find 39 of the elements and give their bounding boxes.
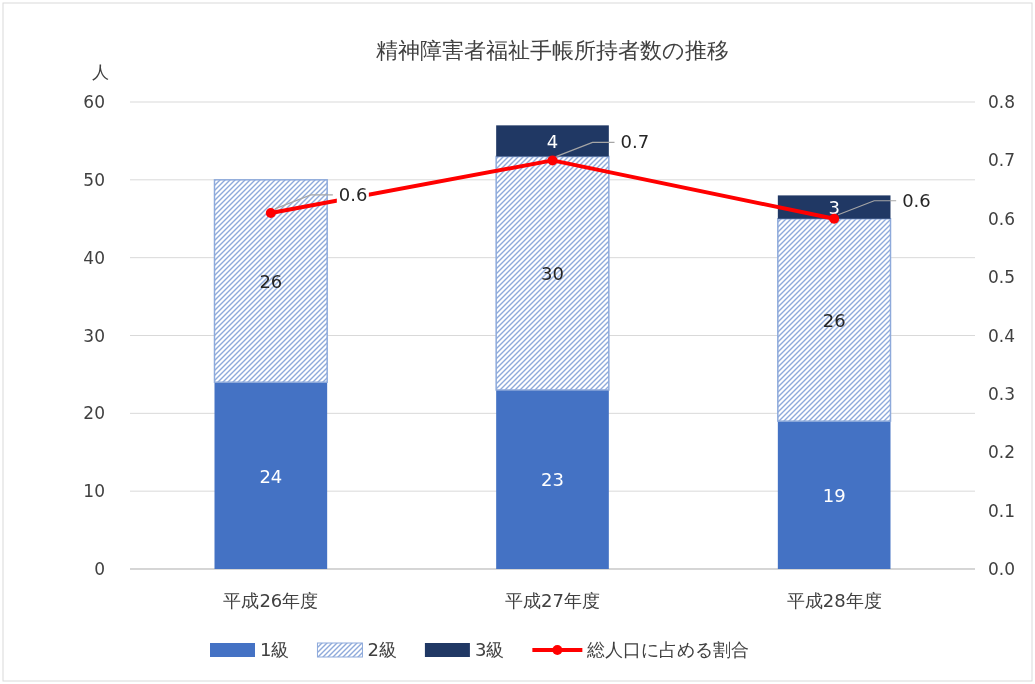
y-tick-label: 60 [83,92,105,112]
legend-label: 総人口に占める割合 [586,639,750,660]
y-tick-label: 40 [83,247,105,268]
y2-tick-label: 0.3 [988,383,1016,404]
y-tick-label: 20 [83,403,105,424]
y-tick-label: 50 [83,169,105,190]
chart-title: 精神障害者福祉手帳所持者数の推移 [376,38,729,63]
x-tick-label: 平成27年度 [505,590,600,611]
legend-label: 2級 [367,639,397,660]
y2-tick-label: 0.8 [988,92,1016,112]
point [829,213,840,224]
data-label: 19 [822,485,846,507]
data-label: 23 [541,469,564,491]
y2-tick-label: 0.5 [988,267,1016,288]
data-label: 0.6 [338,183,368,205]
data-label: 26 [822,309,846,331]
y2-tick-label: 0.0 [988,559,1016,579]
data-label: 30 [541,263,564,285]
data-label: 3 [828,197,840,219]
y2-tick-label: 0.2 [988,442,1016,463]
x-tick-label: 平成28年度 [786,590,882,611]
data-label: 26 [259,271,283,293]
data-label: 24 [259,465,283,487]
legend-label: 1級 [260,639,290,660]
y2-tick-label: 0.7 [988,150,1016,171]
data-label: 0.6 [902,189,931,211]
x-tick-label: 平成26年度 [223,590,319,611]
y-tick-label: 10 [83,481,105,502]
data-label: 4 [546,130,559,152]
y-tick-label: 0 [94,559,105,579]
point [547,155,558,166]
y2-tick-label: 0.6 [988,208,1016,229]
y2-tick-label: 0.4 [988,325,1016,346]
y-axis-title: 人 [91,62,109,82]
data-label: 0.7 [620,131,650,153]
y2-tick-label: 0.1 [988,500,1016,521]
point [265,207,276,218]
y-tick-label: 30 [83,325,105,346]
legend-label: 3級 [474,639,505,660]
